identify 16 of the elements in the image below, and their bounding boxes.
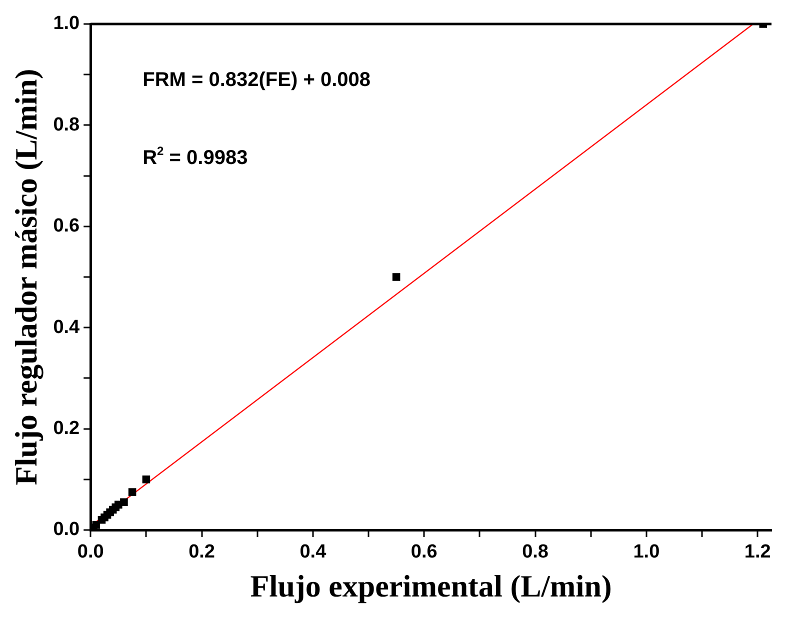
annotation: FRM = 0.832(FE) + 0.008 <box>142 69 371 91</box>
y-tick-label: 0.0 <box>53 519 80 540</box>
x-tick-label: 0.4 <box>300 542 327 563</box>
y-tick-label: 1.0 <box>53 13 80 34</box>
x-axis-title: Flujo experimental (L/min) <box>250 568 612 604</box>
x-tick-label: 1.2 <box>744 542 771 563</box>
x-tick-label: 1.0 <box>633 542 660 563</box>
x-tick-label: 0.2 <box>188 542 215 563</box>
x-tick-label: 0.0 <box>77 542 104 563</box>
y-tick-label: 0.2 <box>53 418 80 440</box>
x-tick-label: 0.6 <box>410 542 438 563</box>
y-tick-label: 0.8 <box>53 114 80 136</box>
y-tick-label: 0.6 <box>53 216 80 237</box>
y-tick-label: 0.4 <box>53 316 80 338</box>
x-tick-label: 0.8 <box>522 542 548 563</box>
y-axis-title: Flujo regulador másico (L/min) <box>8 68 44 486</box>
